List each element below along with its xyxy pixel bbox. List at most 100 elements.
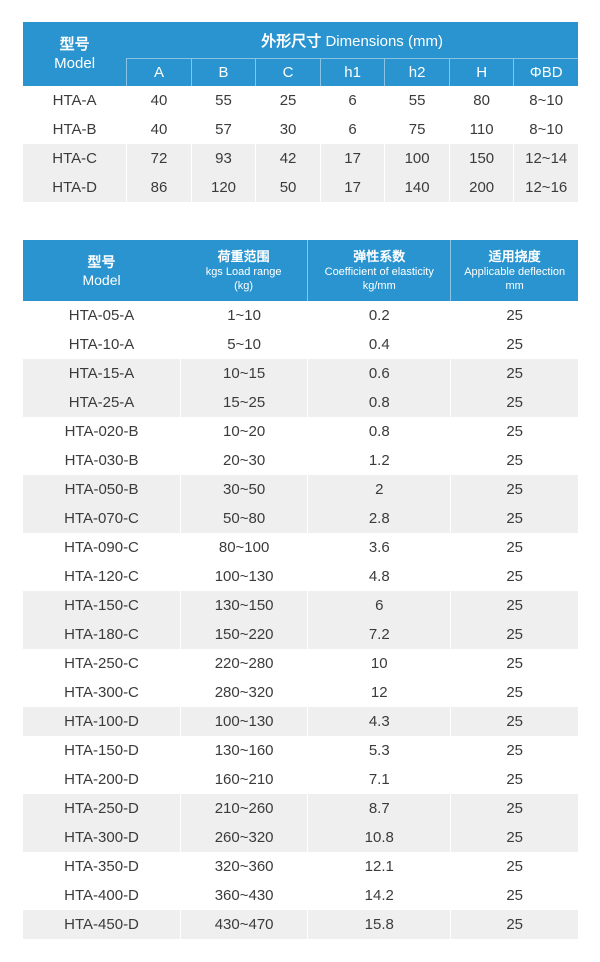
coefficient-cell: 2 bbox=[307, 475, 451, 504]
table-row: HTA-D 86 120 50 17 140 200 12~16 bbox=[23, 173, 578, 202]
table-row: HTA-350-D 320~360 12.1 25 bbox=[23, 852, 578, 881]
coefficient-cell: 5.3 bbox=[307, 736, 451, 765]
table-row: HTA-030-B 20~30 1.2 25 bbox=[23, 446, 578, 475]
value-cell-h: 200 bbox=[448, 173, 514, 202]
deflection-cell: 25 bbox=[450, 794, 578, 823]
coefficient-cell: 4.3 bbox=[307, 707, 451, 736]
load-range-cell: 320~360 bbox=[180, 852, 308, 881]
load-range-cell: 100~130 bbox=[180, 707, 308, 736]
model-cell: HTA-100-D bbox=[23, 707, 181, 736]
value-cell-c: 50 bbox=[255, 173, 320, 202]
table-row: HTA-090-C 80~100 3.6 25 bbox=[23, 533, 578, 562]
deflection-cell: 25 bbox=[450, 707, 578, 736]
value-cell-b: 57 bbox=[190, 115, 256, 144]
model-cell: HTA-05-A bbox=[23, 301, 181, 330]
load-range-cell: 50~80 bbox=[180, 504, 308, 533]
table-row: HTA-450-D 430~470 15.8 25 bbox=[23, 910, 578, 939]
deflection-cell: 25 bbox=[450, 330, 578, 359]
value-cell-c: 30 bbox=[255, 115, 320, 144]
coefficient-cell: 7.1 bbox=[307, 765, 451, 794]
column-header-zh: 适用挠度 bbox=[488, 248, 541, 264]
deflection-cell: 25 bbox=[450, 446, 578, 475]
model-cell: HTA-450-D bbox=[23, 910, 181, 939]
dimension-column-header: C bbox=[255, 59, 320, 86]
deflection-cell: 25 bbox=[450, 881, 578, 910]
deflection-cell: 25 bbox=[450, 678, 578, 707]
model-header-zh: 型号 bbox=[59, 36, 90, 53]
column-header: 荷重范围 kgs Load range (kg) bbox=[180, 240, 308, 301]
load-range-cell: 15~25 bbox=[180, 388, 308, 417]
value-cell-h: 80 bbox=[448, 86, 514, 115]
table-row: HTA-250-D 210~260 8.7 25 bbox=[23, 794, 578, 823]
table-row: HTA-A 40 55 25 6 55 80 8~10 bbox=[23, 86, 578, 115]
table-row: HTA-050-B 30~50 2 25 bbox=[23, 475, 578, 504]
dimensions-table-body: HTA-A 40 55 25 6 55 80 8~10 HTA-B 40 57 … bbox=[23, 86, 578, 202]
value-cell-h2: 75 bbox=[384, 115, 449, 144]
coefficient-cell: 12.1 bbox=[307, 852, 451, 881]
value-cell-h2: 100 bbox=[384, 144, 449, 173]
deflection-cell: 25 bbox=[450, 475, 578, 504]
load-range-cell: 80~100 bbox=[180, 533, 308, 562]
model-cell: HTA-250-D bbox=[23, 794, 181, 823]
value-cell-h: 150 bbox=[448, 144, 514, 173]
value-cell-a: 40 bbox=[126, 115, 191, 144]
coefficient-cell: 0.6 bbox=[307, 359, 451, 388]
table-row: HTA-300-D 260~320 10.8 25 bbox=[23, 823, 578, 852]
model-cell: HTA-350-D bbox=[23, 852, 181, 881]
value-cell-bd: 8~10 bbox=[513, 86, 578, 115]
load-range-cell: 10~20 bbox=[180, 417, 308, 446]
deflection-cell: 25 bbox=[450, 359, 578, 388]
load-range-cell: 430~470 bbox=[180, 910, 308, 939]
model-header-en: Model bbox=[82, 271, 121, 288]
coefficient-cell: 4.8 bbox=[307, 562, 451, 591]
dimension-column-header: A bbox=[126, 59, 191, 86]
column-header-unit: (kg) bbox=[234, 279, 254, 292]
deflection-cell: 25 bbox=[450, 910, 578, 939]
deflection-cell: 25 bbox=[450, 620, 578, 649]
model-cell: HTA-400-D bbox=[23, 881, 181, 910]
table-row: HTA-05-A 1~10 0.2 25 bbox=[23, 301, 578, 330]
coefficient-cell: 8.7 bbox=[307, 794, 451, 823]
model-column-header: 型号 Model bbox=[23, 22, 127, 86]
deflection-cell: 25 bbox=[450, 736, 578, 765]
column-header-unit: kg/mm bbox=[362, 279, 396, 292]
table-row: HTA-250-C 220~280 10 25 bbox=[23, 649, 578, 678]
column-header-zh: 弹性系数 bbox=[353, 248, 406, 264]
value-cell-a: 40 bbox=[126, 86, 191, 115]
coefficient-cell: 10 bbox=[307, 649, 451, 678]
load-range-cell: 210~260 bbox=[180, 794, 308, 823]
deflection-cell: 25 bbox=[450, 852, 578, 881]
dimensions-group-en: Dimensions (mm) bbox=[325, 32, 443, 50]
load-range-cell: 20~30 bbox=[180, 446, 308, 475]
model-header-zh: 型号 bbox=[87, 253, 116, 270]
coefficient-cell: 12 bbox=[307, 678, 451, 707]
dimensions-group-zh: 外形尺寸 bbox=[261, 32, 322, 50]
load-range-cell: 130~150 bbox=[180, 591, 308, 620]
coefficient-cell: 0.8 bbox=[307, 388, 451, 417]
load-range-cell: 100~130 bbox=[180, 562, 308, 591]
value-cell-b: 120 bbox=[190, 173, 256, 202]
value-cell-c: 42 bbox=[255, 144, 320, 173]
table-row: HTA-25-A 15~25 0.8 25 bbox=[23, 388, 578, 417]
model-cell: HTA-200-D bbox=[23, 765, 181, 794]
load-range-cell: 10~15 bbox=[180, 359, 308, 388]
load-range-cell: 160~210 bbox=[180, 765, 308, 794]
model-cell: HTA-10-A bbox=[23, 330, 181, 359]
value-cell-b: 93 bbox=[190, 144, 256, 173]
value-cell-b: 55 bbox=[190, 86, 256, 115]
load-range-cell: 280~320 bbox=[180, 678, 308, 707]
deflection-cell: 25 bbox=[450, 504, 578, 533]
model-cell: HTA-090-C bbox=[23, 533, 181, 562]
value-cell-bd: 12~14 bbox=[513, 144, 578, 173]
model-cell: HTA-070-C bbox=[23, 504, 181, 533]
load-range-cell: 260~320 bbox=[180, 823, 308, 852]
load-range-cell: 1~10 bbox=[180, 301, 308, 330]
table-row: HTA-400-D 360~430 14.2 25 bbox=[23, 881, 578, 910]
table-row: HTA-100-D 100~130 4.3 25 bbox=[23, 707, 578, 736]
deflection-cell: 25 bbox=[450, 301, 578, 330]
dimension-column-header: h1 bbox=[319, 59, 385, 86]
model-cell: HTA-050-B bbox=[23, 475, 181, 504]
load-range-header-row: 型号 Model 荷重范围 kgs Load range (kg) 弹性系数 C… bbox=[23, 240, 578, 301]
model-cell: HTA-C bbox=[23, 144, 127, 173]
